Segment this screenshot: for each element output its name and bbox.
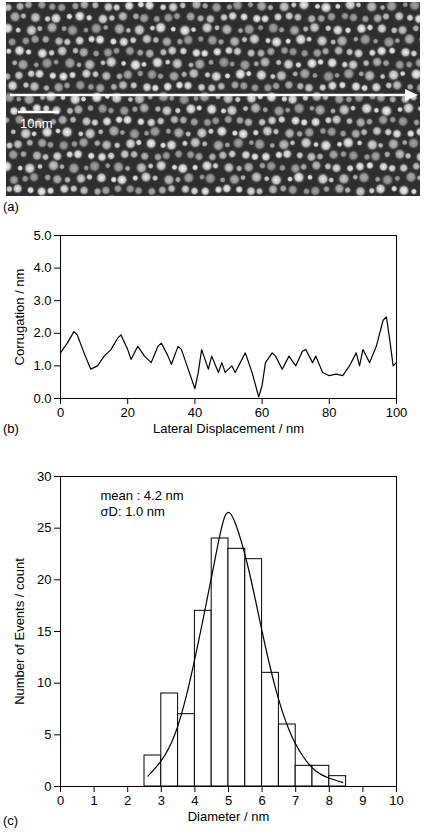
svg-text:1.0: 1.0 [33,358,51,373]
svg-text:0: 0 [57,793,64,808]
svg-text:4: 4 [191,793,198,808]
svg-text:8: 8 [326,793,333,808]
svg-text:10: 10 [37,675,51,690]
svg-text:80: 80 [322,405,336,420]
svg-text:10: 10 [389,793,403,808]
svg-text:3.0: 3.0 [33,293,51,308]
svg-text:30: 30 [37,469,51,484]
svg-text:Number of Events / count: Number of Events / count [12,558,27,705]
svg-text:5: 5 [225,793,232,808]
svg-text:0: 0 [57,405,64,420]
html-text:(c): (c) [3,813,19,828]
svg-text:100: 100 [386,405,408,420]
svg-text:Lateral Displacement / nm: Lateral Displacement / nm [153,421,304,436]
svg-text:3: 3 [158,793,165,808]
svg-text:Diameter / nm: Diameter / nm [188,809,270,824]
svg-text:5.0: 5.0 [33,228,51,243]
svg-text:20: 20 [37,572,51,587]
svg-text:15: 15 [37,624,51,639]
svg-text:25: 25 [37,520,51,535]
svg-text:0: 0 [44,779,51,794]
svg-text:10nm: 10nm [20,116,53,131]
svg-text:7: 7 [292,793,299,808]
svg-text:60: 60 [255,405,269,420]
svg-text:2: 2 [124,793,131,808]
svg-text:mean : 4.2 nmσD: 1.0 nm: mean : 4.2 nmσD: 1.0 nm [101,488,184,519]
svg-text:0.0: 0.0 [33,391,51,406]
svg-text:4.0: 4.0 [33,260,51,275]
svg-text:5: 5 [44,727,51,742]
svg-text:6: 6 [258,793,265,808]
svg-text:20: 20 [120,405,134,420]
svg-text:Corrugation / nm: Corrugation / nm [12,269,27,366]
svg-text:9: 9 [359,793,366,808]
svg-text:40: 40 [188,405,202,420]
svg-text:(a): (a) [3,199,19,214]
html-text:(b): (b) [3,421,19,436]
svg-text:1: 1 [90,793,97,808]
svg-text:2.0: 2.0 [33,325,51,340]
